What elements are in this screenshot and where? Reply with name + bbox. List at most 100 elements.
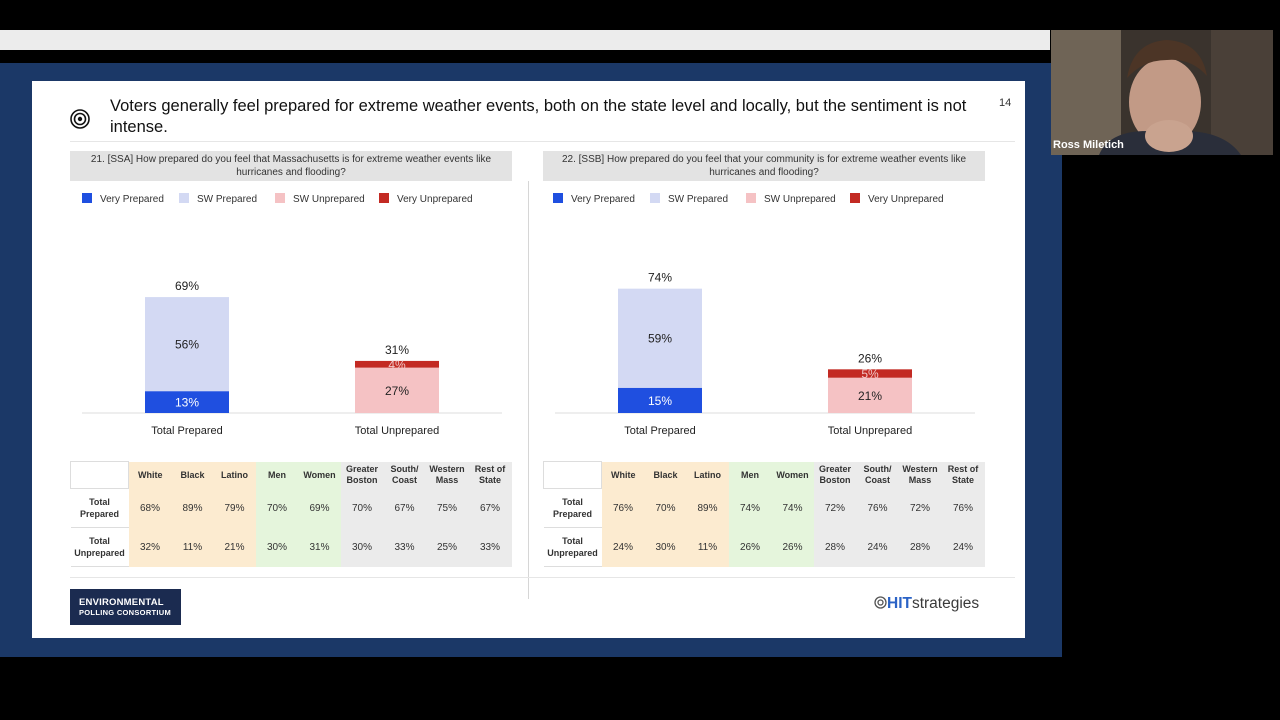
- legend-item-sw-unprepared: SW Unprepared: [746, 193, 836, 206]
- participant-name: Ross Miletich: [1053, 139, 1124, 151]
- bar-segment-very-unprepared: [355, 360, 439, 368]
- column-header: Rest of State: [468, 461, 512, 489]
- column-header: Men: [728, 461, 772, 489]
- bar-segment-sw-unprepared: [355, 367, 439, 413]
- table-cell: 28%: [898, 527, 942, 567]
- legend-label: Very Unprepared: [868, 194, 944, 205]
- legend-label: Very Prepared: [100, 194, 164, 205]
- logo-line-1: ENVIRONMENTAL: [79, 597, 164, 608]
- column-header: South/ Coast: [856, 461, 899, 489]
- table-cell: 70%: [340, 488, 384, 528]
- data-label: 56%: [175, 338, 199, 352]
- bar-segment-very-unprepared: [828, 369, 912, 378]
- legend-swatch: [275, 193, 285, 203]
- stacked-bar-chart-left: 13% 56% 69% Total Prepared 27% 4%31% Total Unp…: [82, 279, 502, 437]
- table-cell: 24%: [856, 527, 899, 567]
- table-cell: 89%: [171, 488, 214, 528]
- total-label: 74%: [648, 271, 672, 285]
- table-cell: 28%: [813, 527, 857, 567]
- table-cell: 31%: [298, 527, 341, 567]
- column-header: Latino: [686, 461, 729, 489]
- table-cell: 33%: [468, 527, 512, 567]
- column-header: Rest of State: [941, 461, 985, 489]
- table-cell: 74%: [728, 488, 772, 528]
- legend-swatch: [650, 193, 660, 203]
- column-header: White: [128, 461, 172, 489]
- bar-segment-very-prepared: [145, 391, 229, 413]
- logo-line-2: POLLING CONSORTIUM: [79, 608, 172, 617]
- table-cell: 24%: [601, 527, 645, 567]
- demographic-table-right: White Black Latino Men Women Greater Boston So…: [543, 461, 985, 567]
- table-cell: 74%: [771, 488, 814, 528]
- hit-strategies-logo: HITstrategies: [874, 595, 979, 613]
- bar-segment-very-prepared: [618, 387, 702, 413]
- legend-item-very-unprepared: Very Unprepared: [379, 193, 473, 206]
- bar-segment-sw-unprepared: [828, 377, 912, 413]
- table-cell: 32%: [128, 527, 172, 567]
- data-label: 4%: [388, 358, 406, 372]
- column-header: South/ Coast: [383, 461, 426, 489]
- category-label: Total Unprepared: [355, 425, 439, 437]
- table-corner: [543, 461, 602, 489]
- bar-segment-sw-prepared: [145, 297, 229, 392]
- legend-swatch: [82, 193, 92, 203]
- row-header: Total Unprepared: [70, 527, 129, 567]
- table-cell: 11%: [686, 527, 729, 567]
- table-cell: 26%: [728, 527, 772, 567]
- legend-item-very-prepared: Very Prepared: [82, 193, 164, 206]
- data-label: 59%: [648, 332, 672, 346]
- bar-segment-sw-prepared: [618, 288, 702, 388]
- participant-video-tile[interactable]: Ross Miletich: [1051, 30, 1273, 155]
- column-header: Men: [255, 461, 299, 489]
- panel-divider: [528, 181, 529, 599]
- row-header: Total Prepared: [70, 488, 129, 528]
- legend-swatch: [379, 193, 389, 203]
- table-cell: 26%: [771, 527, 814, 567]
- table-cell: 70%: [644, 488, 687, 528]
- table-cell: 69%: [298, 488, 341, 528]
- top-bar: [0, 30, 1050, 50]
- legend-label: Very Unprepared: [397, 194, 473, 205]
- table-cell: 24%: [941, 527, 985, 567]
- column-header: Greater Boston: [813, 461, 857, 489]
- table-row: Total Unprepared 32% 11% 21% 30% 31% 30% 33% 25%…: [70, 527, 512, 567]
- target-icon: [70, 109, 90, 129]
- total-label: 69%: [175, 279, 199, 293]
- legend-item-sw-unprepared: SW Unprepared: [275, 193, 365, 206]
- table-cell: 79%: [213, 488, 256, 528]
- column-header: Western Mass: [898, 461, 942, 489]
- table-cell: 89%: [686, 488, 729, 528]
- table-cell: 70%: [255, 488, 299, 528]
- legend-item-very-unprepared: Very Unprepared: [850, 193, 944, 206]
- column-header: Greater Boston: [340, 461, 384, 489]
- column-header: Latino: [213, 461, 256, 489]
- brand-hit: HIT: [887, 595, 912, 612]
- legend-item-sw-prepared: SW Prepared: [179, 193, 257, 206]
- category-label: Total Prepared: [624, 425, 696, 437]
- table-cell: 76%: [856, 488, 899, 528]
- total-label: 26%: [858, 351, 882, 365]
- demographic-table-left: White Black Latino Men Women Greater Boston So…: [70, 461, 512, 567]
- legend-label: SW Unprepared: [293, 194, 365, 205]
- legend-swatch: [746, 193, 756, 203]
- column-header: Western Mass: [425, 461, 469, 489]
- data-label: 27%: [385, 384, 409, 398]
- table-cell: 25%: [425, 527, 469, 567]
- table-cell: 30%: [340, 527, 384, 567]
- table-cell: 30%: [644, 527, 687, 567]
- column-header: Black: [171, 461, 214, 489]
- legend-label: SW Prepared: [668, 194, 729, 205]
- question-box-left: 21. [SSA] How prepared do you feel that …: [70, 151, 512, 181]
- table-row: Total Prepared 68% 89% 79% 70% 69% 70% 67% 75% 67…: [70, 488, 512, 528]
- hit-ring-icon: [874, 596, 887, 609]
- data-label: 21%: [858, 389, 882, 403]
- question-box-right: 22. [SSB] How prepared do you feel that …: [543, 151, 985, 181]
- participant-video-frame: [1051, 30, 1273, 155]
- table-cell: 21%: [213, 527, 256, 567]
- table-cell: 72%: [898, 488, 942, 528]
- row-header: Total Unprepared: [543, 527, 602, 567]
- page-number: 14: [999, 97, 1012, 109]
- legend-item-very-prepared: Very Prepared: [553, 193, 635, 206]
- table-cell: 67%: [383, 488, 426, 528]
- table-cell: 33%: [383, 527, 426, 567]
